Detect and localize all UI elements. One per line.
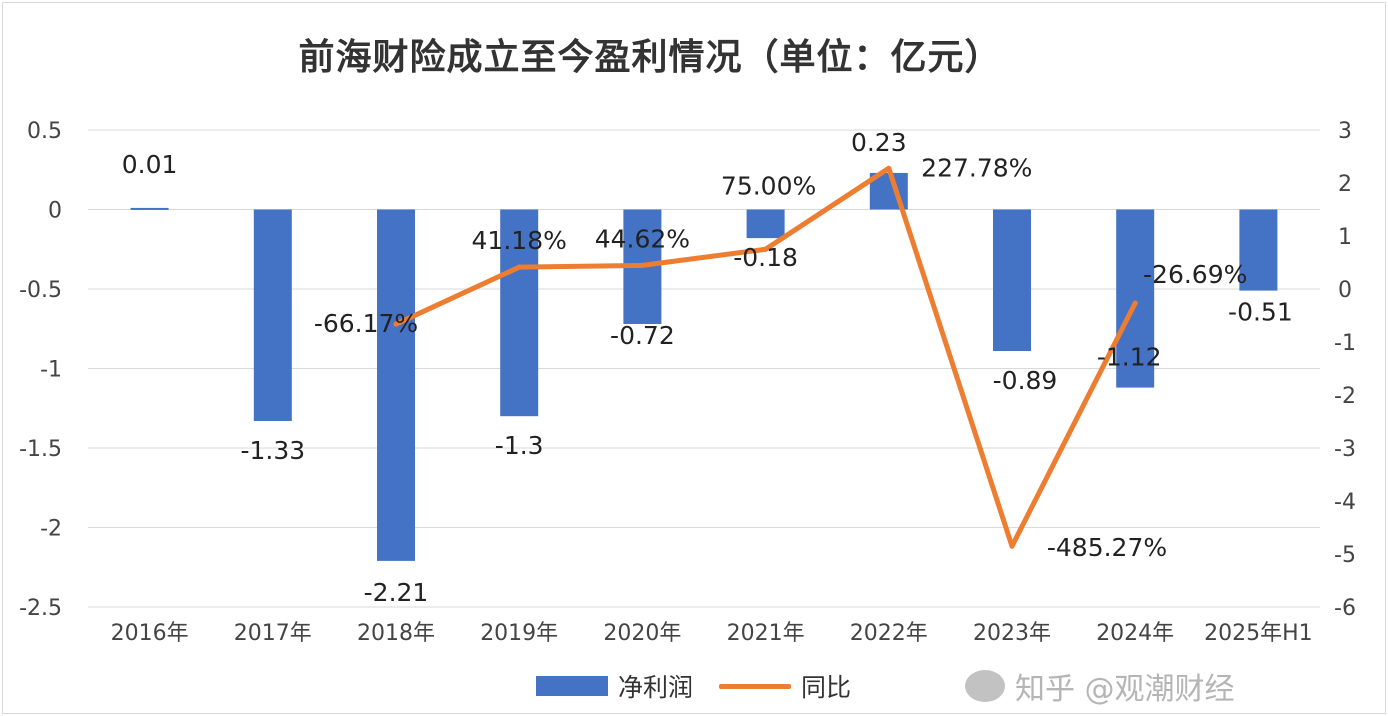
x-tick-label: 2017年	[234, 621, 312, 646]
line-data-label: 44.62%	[595, 224, 690, 253]
wechat-icon	[965, 670, 1005, 702]
legend-label-net-profit: 净利润	[618, 673, 694, 702]
bar-2019年	[500, 209, 539, 417]
bar-2023年	[993, 209, 1031, 352]
x-tick-label: 2023年	[973, 621, 1051, 646]
x-tick-label: 2018年	[357, 621, 435, 646]
bar-data-label: -0.89	[993, 366, 1058, 395]
y-left-tick: 0.5	[27, 119, 62, 144]
bar-data-label: 0.01	[122, 150, 178, 179]
yoy-point	[1009, 543, 1015, 549]
y-right-tick: -4	[1334, 490, 1356, 515]
watermark-text: 知乎 @观潮财经	[1015, 672, 1235, 707]
bar-2018年	[377, 209, 415, 561]
bar-2016年	[130, 207, 169, 210]
yoy-point	[639, 262, 645, 268]
yoy-point	[516, 264, 522, 270]
y-left-tick: -2.5	[19, 596, 62, 621]
y-left-tick: 0	[48, 199, 62, 224]
bar-data-label: -0.18	[733, 243, 798, 272]
line-data-label: -485.27%	[1047, 533, 1167, 562]
chart-title: 前海财险成立至今盈利情况（单位：亿元）	[298, 36, 1002, 78]
bar-data-label: 0.23	[851, 128, 907, 157]
line-data-label: 75.00%	[721, 171, 816, 200]
x-tick-label: 2022年	[850, 621, 928, 646]
legend: 净利润 同比	[536, 668, 851, 704]
x-tick-label: 2020年	[603, 621, 681, 646]
x-tick-label: 2016年	[111, 621, 189, 646]
yoy-point	[763, 246, 769, 252]
line-data-label: 41.18%	[472, 226, 567, 255]
y-left-tick: -1	[40, 358, 62, 383]
y-left-tick: -2	[40, 517, 62, 542]
y-right-tick: 1	[1338, 225, 1352, 250]
y-right-tick: -1	[1334, 331, 1356, 356]
y-right-tick: -5	[1334, 543, 1356, 568]
legend-swatch-line	[719, 683, 792, 689]
yoy-point	[393, 321, 399, 327]
line-data-label: 227.78%	[921, 153, 1032, 182]
bar-2017年	[253, 209, 292, 421]
bar-2021年	[746, 209, 785, 239]
bar-data-label: -1.33	[240, 436, 305, 465]
y-right-tick: -2	[1334, 384, 1356, 409]
y-right-tick: -3	[1334, 437, 1356, 462]
y-left-tick: -0.5	[19, 278, 62, 303]
y-right-tick: -6	[1334, 596, 1356, 621]
yoy-point	[886, 165, 892, 171]
y-left-tick: -1.5	[19, 437, 62, 462]
watermark: 知乎 @观潮财经	[965, 664, 1235, 708]
x-tick-label: 2019年	[480, 621, 558, 646]
x-tick-label: 2024年	[1096, 621, 1174, 646]
bar-data-label: -0.72	[610, 321, 675, 350]
x-tick-label: 2021年	[727, 621, 805, 646]
bar-2025年H1	[1239, 209, 1278, 291]
y-right-tick: 0	[1338, 278, 1352, 303]
bar-data-label: -2.21	[364, 578, 429, 607]
y-right-tick: 3	[1338, 119, 1352, 144]
yoy-point	[1132, 300, 1138, 306]
x-tick-label: 2025年H1	[1204, 621, 1313, 646]
y-right-tick: 2	[1338, 172, 1352, 197]
bar-data-label: -1.12	[1097, 343, 1162, 372]
bar-data-label: -0.51	[1228, 298, 1293, 327]
legend-label-yoy: 同比	[801, 673, 852, 702]
line-data-label: -26.69%	[1143, 260, 1247, 289]
line-data-label: -66.17%	[314, 309, 418, 338]
bar-data-label: -1.3	[495, 431, 544, 460]
bar-2024年	[1116, 209, 1155, 388]
legend-swatch-bar	[536, 676, 608, 696]
